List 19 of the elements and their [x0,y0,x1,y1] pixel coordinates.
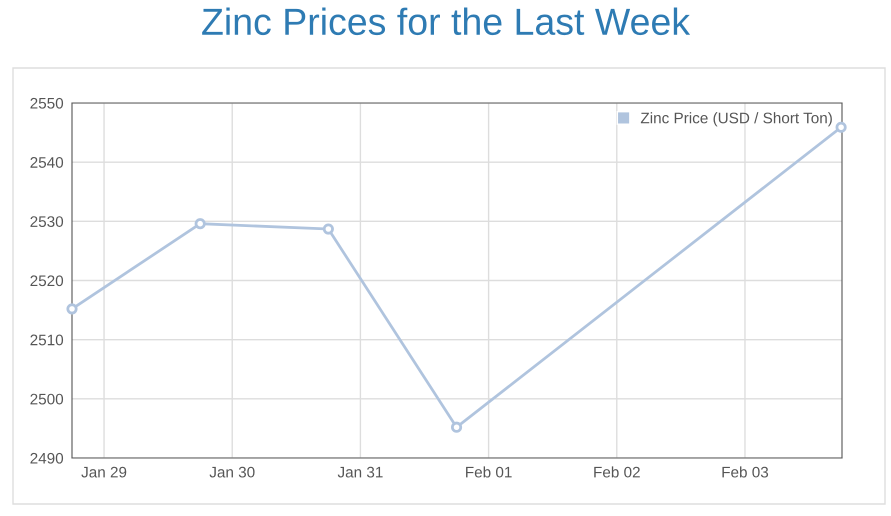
chart-title: Zinc Prices for the Last Week [202,8,690,36]
y-tick-label: 2520 [30,275,64,286]
y-tick-label: 2500 [30,394,64,405]
y-tick-label: 2540 [30,157,64,168]
point [451,422,462,433]
y-tick-label: 2530 [30,216,64,228]
x-tick-label: Jan 29 [81,466,126,478]
x-tick-label: Feb 03 [722,466,768,478]
y-tick-label: 2510 [30,334,64,346]
point [194,218,206,230]
x-tick-label: Feb 02 [594,466,640,478]
x-tick-label: Jan 30 [210,466,255,478]
y-tick-label: 2550 [30,98,64,109]
x-tick-label: Jan 31 [338,466,383,478]
point [66,303,78,314]
point [322,223,334,235]
legend-label: Zinc Price (USD / Short Ton) [640,112,832,126]
x-tick-label: Feb 01 [466,466,512,478]
y-tick-label: 2490 [30,452,64,464]
